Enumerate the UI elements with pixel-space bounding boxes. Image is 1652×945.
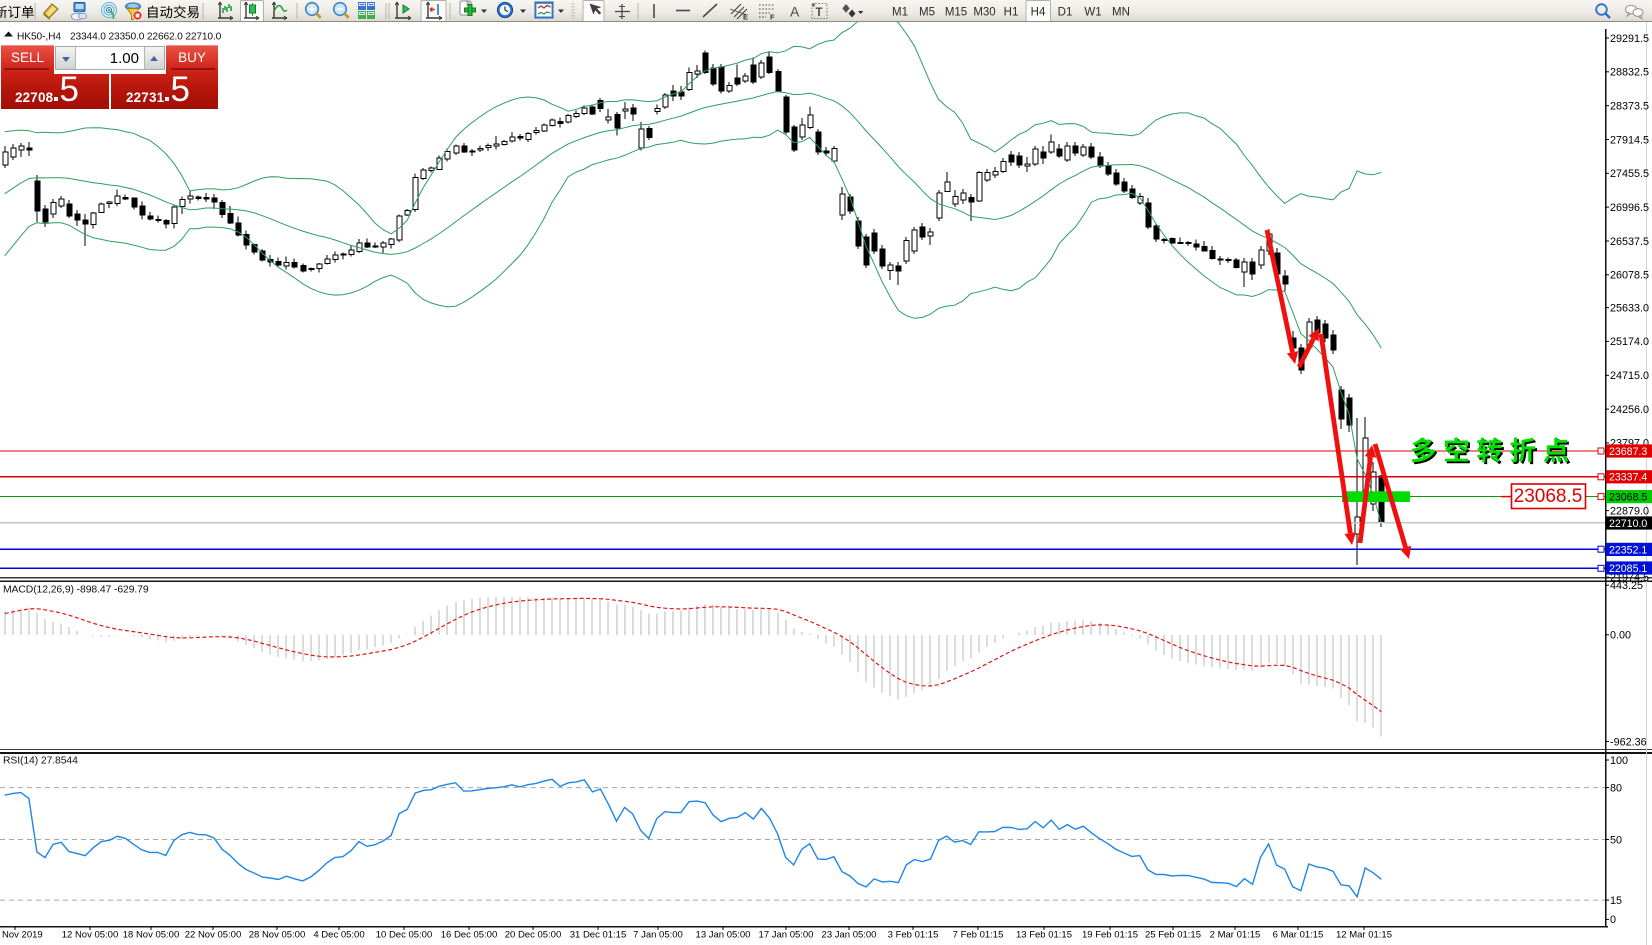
svg-text:M15: M15 [945,7,967,19]
svg-text:16 Dec 05:00: 16 Dec 05:00 [441,930,498,941]
svg-text:23344.0 23350.0 22662.0 22710.: 23344.0 23350.0 22662.0 22710.0 [70,32,222,43]
svg-text:443.25: 443.25 [1610,580,1643,592]
svg-text:25174.0: 25174.0 [1610,336,1649,348]
svg-text:26996.5: 26996.5 [1610,202,1649,214]
svg-text:28373.5: 28373.5 [1610,101,1649,113]
svg-text:MACD(12,26,9) -898.47 -629.79: MACD(12,26,9) -898.47 -629.79 [3,585,149,596]
svg-text:E: E [743,13,748,22]
svg-text:-962.36: -962.36 [1610,736,1647,748]
svg-text:22085.1: 22085.1 [1609,563,1647,575]
svg-text:23068.5: 23068.5 [1609,492,1647,504]
svg-text:80: 80 [1610,782,1622,794]
svg-text:7 Feb 01:15: 7 Feb 01:15 [953,930,1004,941]
svg-text:24256.0: 24256.0 [1610,404,1649,416]
svg-text:H1: H1 [1004,7,1019,19]
svg-text:100: 100 [1610,755,1628,767]
svg-text:W1: W1 [1084,7,1101,19]
svg-text:Nov 2019: Nov 2019 [2,930,43,941]
svg-text:27455.5: 27455.5 [1610,168,1649,180]
svg-text:2 Mar 01:15: 2 Mar 01:15 [1210,930,1261,941]
svg-text:19 Feb 01:15: 19 Feb 01:15 [1082,930,1138,941]
svg-text:12 Mar 01:15: 12 Mar 01:15 [1336,930,1392,941]
svg-text:MN: MN [1112,7,1130,19]
svg-text:M5: M5 [919,7,935,19]
svg-text:HK50-,H4: HK50-,H4 [17,32,61,43]
svg-text:21974.5: 21974.5 [1610,572,1649,584]
svg-text:15: 15 [1610,895,1622,907]
svg-text:26078.5: 26078.5 [1610,270,1649,282]
svg-text:50: 50 [1610,834,1622,846]
svg-text:27914.5: 27914.5 [1610,134,1649,146]
svg-text:4 Dec 05:00: 4 Dec 05:00 [313,930,364,941]
svg-text:13 Jan 05:00: 13 Jan 05:00 [696,930,751,941]
svg-text:0.00: 0.00 [1610,630,1631,642]
svg-text:10 Dec 05:00: 10 Dec 05:00 [376,930,433,941]
svg-text:13 Feb 01:15: 13 Feb 01:15 [1016,930,1072,941]
svg-text:29291.5: 29291.5 [1610,33,1649,45]
svg-text:26537.5: 26537.5 [1610,236,1649,248]
svg-text:RSI(14) 27.8544: RSI(14) 27.8544 [3,756,78,767]
svg-text:28832.5: 28832.5 [1610,67,1649,79]
svg-text:24715.0: 24715.0 [1610,370,1649,382]
svg-text:23337.4: 23337.4 [1609,472,1647,484]
svg-text:F: F [770,13,775,22]
svg-text:25 Feb 01:15: 25 Feb 01:15 [1145,930,1201,941]
svg-text:22352.1: 22352.1 [1609,544,1647,556]
svg-text:22710.0: 22710.0 [1609,518,1647,530]
svg-text:20 Dec 05:00: 20 Dec 05:00 [505,930,562,941]
svg-text:T: T [816,7,823,19]
svg-text:25633.0: 25633.0 [1610,302,1649,314]
svg-text:22879.0: 22879.0 [1610,505,1649,517]
svg-text:17 Jan 05:00: 17 Jan 05:00 [759,930,814,941]
svg-text:6 Mar 01:15: 6 Mar 01:15 [1273,930,1324,941]
svg-text:12 Nov 05:00: 12 Nov 05:00 [62,930,119,941]
svg-text:M30: M30 [973,7,995,19]
svg-text:D1: D1 [1058,7,1073,19]
svg-text:H4: H4 [1031,7,1046,19]
svg-text:23687.3: 23687.3 [1609,446,1647,458]
svg-text:18 Nov 05:00: 18 Nov 05:00 [123,930,180,941]
svg-text:0: 0 [1610,914,1616,926]
svg-text:3 Feb 01:15: 3 Feb 01:15 [888,930,939,941]
svg-text:22 Nov 05:00: 22 Nov 05:00 [185,930,242,941]
svg-text:7 Jan 05:00: 7 Jan 05:00 [633,930,683,941]
svg-text:M1: M1 [892,7,908,19]
svg-text:23068.5: 23068.5 [1514,486,1583,507]
svg-text:28 Nov 05:00: 28 Nov 05:00 [249,930,306,941]
svg-text:23 Jan 05:00: 23 Jan 05:00 [822,930,877,941]
svg-text:31 Dec 01:15: 31 Dec 01:15 [570,930,627,941]
svg-text:A: A [790,4,800,20]
